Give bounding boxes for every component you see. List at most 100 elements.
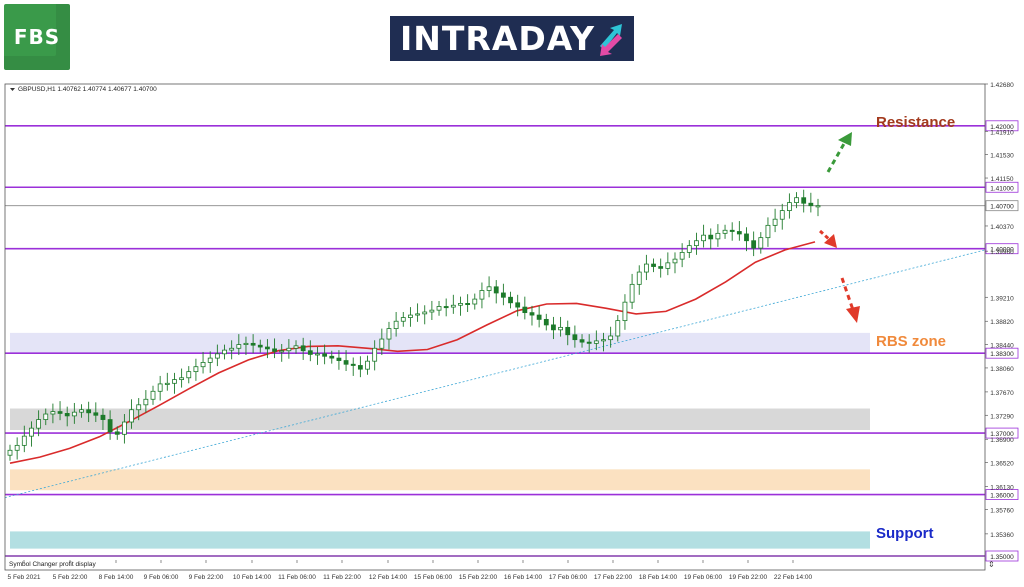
xtick-label-5: 10 Feb 14:00 [233, 574, 272, 581]
ytick-label-16: 1.35360 [990, 532, 1014, 539]
candle-body-104 [751, 240, 757, 249]
arrow-down-red-2 [840, 277, 855, 311]
level-tag-0 [985, 120, 1019, 132]
candle-body-64 [465, 303, 471, 306]
ytick-label-3: 1.41150 [990, 176, 1013, 183]
fbs-logo-text: FBS [13, 25, 61, 49]
arrow-up-green [826, 141, 847, 173]
candle-body-23 [172, 379, 177, 384]
candle-body-39 [286, 347, 292, 352]
candle-body-43 [315, 353, 320, 356]
level-tag-6 [985, 489, 1019, 500]
candle-body-61 [443, 306, 449, 309]
ytick-label-10: 1.37670 [990, 390, 1014, 397]
xtick-label-17: 22 Feb 14:00 [774, 574, 813, 581]
level-label-0: 1.42000 [990, 124, 1014, 131]
candle-body-21 [157, 383, 163, 392]
moving-average-line [9, 241, 816, 464]
ytick-label-5: 1.39960 [990, 249, 1014, 256]
candle-body-37 [272, 348, 277, 352]
annotation-rbs-zone: RBS zone [876, 333, 946, 350]
candle-body-102 [736, 231, 742, 235]
ytick-label-4: 1.40370 [990, 224, 1014, 231]
ytick-label-13: 1.36520 [990, 461, 1014, 468]
level-tag-7 [985, 550, 1019, 562]
candle-body-72 [522, 306, 528, 314]
candle-body-10 [79, 409, 84, 413]
candle-body-49 [357, 365, 363, 370]
candle-body-32 [236, 344, 242, 349]
ytick-label-0: 1.42680 [990, 82, 1014, 89]
candle-body-99 [715, 232, 721, 240]
frame-layer: Symbol Changer profit display ⇕ GBPUSD,H1 … [4, 83, 995, 571]
candle-body-14 [107, 419, 113, 433]
candle-body-85 [615, 320, 621, 337]
title-dropdown-icon [10, 88, 15, 91]
arrow-down-red-1 [818, 229, 832, 242]
xtick-label-15: 19 Feb 06:00 [684, 574, 723, 581]
candle-body-78 [565, 326, 571, 336]
candle-body-60 [436, 306, 442, 311]
zones-layer [10, 332, 870, 549]
arrow-down-red-2-head [846, 306, 860, 323]
candle-body-27 [200, 362, 206, 368]
xtick-label-8: 12 Feb 14:00 [369, 574, 408, 581]
ytick-label-8: 1.38440 [990, 343, 1014, 350]
candle-body-81 [586, 341, 592, 344]
candle-body-36 [265, 346, 270, 350]
candle-body-57 [415, 313, 420, 316]
intraday-banner: INTRADAY [390, 16, 634, 61]
annotation-support: Support [876, 525, 934, 542]
candle-body-74 [536, 314, 542, 320]
xtick-label-14: 18 Feb 14:00 [639, 574, 678, 581]
annotation-resistance: Resistance [876, 114, 955, 131]
candle-body-25 [186, 371, 192, 379]
candle-body-5 [43, 413, 49, 420]
level-tag-1 [985, 181, 1019, 193]
candle-body-95 [686, 245, 692, 253]
candle-body-11 [86, 409, 92, 414]
candle-body-101 [729, 229, 735, 232]
ytick-label-6: 1.39210 [990, 295, 1014, 302]
candle-body-7 [57, 411, 63, 414]
level-label-1: 1.41000 [990, 185, 1014, 192]
candle-body-111 [801, 197, 807, 204]
candle-body-51 [372, 347, 378, 362]
candle-body-56 [408, 314, 413, 318]
candle-body-92 [665, 262, 671, 269]
level-label-7: 1.35000 [990, 554, 1014, 561]
candle-body-9 [71, 411, 77, 417]
xtick-label-12: 17 Feb 06:00 [549, 574, 588, 581]
chart-title: GBPUSD,H1 1.40762 1.40774 1.40677 1.4070… [18, 86, 157, 93]
candle-body-83 [601, 339, 606, 342]
candle-body-91 [658, 266, 664, 269]
xtick-label-2: 8 Feb 14:00 [99, 574, 134, 581]
xtick-label-0: 5 Feb 2021 [8, 574, 41, 581]
arrows-layer [818, 132, 860, 323]
candle-body-103 [744, 233, 749, 242]
candle-body-62 [450, 304, 456, 308]
candle-body-46 [336, 357, 342, 361]
xtick-label-11: 16 Feb 14:00 [504, 574, 543, 581]
candle-body-6 [50, 411, 56, 415]
ytick-label-7: 1.38820 [990, 319, 1014, 326]
xtick-label-16: 19 Feb 22:00 [729, 574, 768, 581]
candle-body-100 [722, 229, 728, 234]
candle-body-55 [400, 317, 406, 322]
candle-body-76 [551, 324, 556, 331]
fbs-logo: FBS [4, 4, 70, 70]
resize-icon: ⇕ [988, 560, 995, 569]
candle-body-41 [300, 345, 306, 352]
candle-body-86 [622, 301, 628, 322]
candle-body-34 [250, 342, 256, 346]
candle-body-79 [572, 334, 578, 341]
candle-body-28 [207, 357, 213, 363]
candle-body-54 [393, 320, 399, 330]
candle-body-17 [129, 409, 134, 423]
candle-body-73 [529, 312, 535, 316]
candle-body-97 [701, 234, 706, 242]
candles-layer [7, 189, 821, 461]
level-label-4: 1.38300 [990, 351, 1014, 358]
candle-body-29 [214, 353, 220, 359]
candle-body-53 [386, 328, 392, 340]
